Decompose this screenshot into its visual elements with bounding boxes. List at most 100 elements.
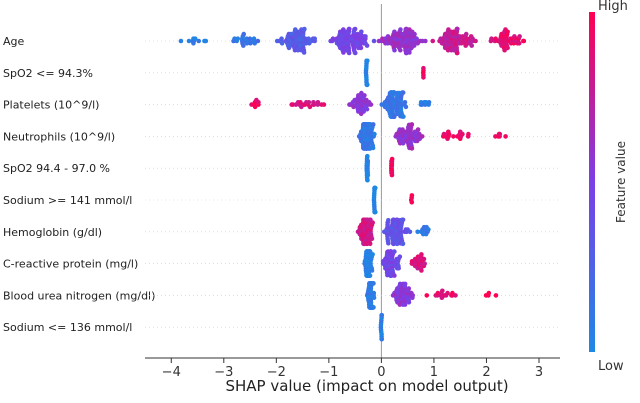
shap-point [307,104,313,110]
shap-point [358,45,364,51]
shap-point [397,254,403,259]
shap-point [370,220,376,225]
shap-point [505,45,510,51]
shap-point [421,256,427,262]
shap-point [365,159,371,164]
shap-point [371,295,377,301]
shap-point [407,229,413,235]
shap-point [391,114,397,119]
shap-point [365,177,370,183]
feature-label: SpO2 94.4 - 97.0 % [3,162,110,175]
shap-point [503,134,508,139]
shap-point [203,38,209,44]
shap-point [386,241,391,246]
feature-label: C-reactive protein (mg/l) [3,258,138,271]
shap-point [451,134,456,139]
shap-point [415,127,421,132]
shap-point [398,27,403,32]
shap-point [398,47,403,53]
shap-point [421,75,426,80]
shap-point [330,36,336,41]
feature-label: Platelets (10^9/l) [3,99,99,112]
shap-point [252,104,258,110]
shap-point [370,122,376,127]
colorbar-title: Feature value [614,141,628,223]
shap-point [403,104,409,110]
shap-point [252,41,258,46]
shap-point [241,31,247,37]
shap-point [489,36,494,41]
shap-point [392,47,397,53]
shap-point [351,104,356,110]
x-tick-label: −3 [214,365,233,380]
shap-point [371,305,376,310]
shap-point [460,131,465,137]
shap-point [409,193,415,198]
shap-point [440,288,445,294]
shap-point [422,261,427,266]
x-tick-label: −4 [162,365,181,380]
x-axis: −4 −3 −2 −1 0 1 2 3 [145,357,560,380]
shap-point [505,29,510,35]
shap-points [145,26,560,342]
shap-point [493,293,499,298]
shap-point [186,38,192,44]
shap-point [400,241,406,247]
shap-point [409,146,415,151]
shap-point [410,293,416,298]
shap-point [301,50,307,55]
shap-point [400,127,405,132]
shap-point [402,100,408,105]
shap-point [251,36,257,41]
colorbar-gradient [589,12,595,352]
shap-point [364,58,370,64]
shap-point [424,293,430,298]
shap-point [379,336,385,342]
shap-point [426,100,432,105]
shap-point [364,106,370,112]
shap-point [235,36,241,41]
shap-point [386,218,391,223]
feature-labels: Age SpO2 <= 94.3% Platelets (10^9/l) Neutro… [3,35,155,334]
shap-point [370,252,375,257]
shap-point [372,131,377,137]
shap-point [361,109,366,114]
shap-point [406,286,412,291]
shap-point [364,43,370,48]
shap-point [445,290,450,296]
shap-point [321,102,327,107]
feature-label: SpO2 <= 94.3% [3,67,93,80]
shap-point [419,134,425,139]
feature-label: Blood urea nitrogen (mg/dl) [3,289,155,302]
shap-point [359,29,364,35]
shap-point [371,38,377,44]
shap-point [379,102,385,107]
shap-point [372,209,378,215]
shap-point [302,26,307,32]
shap-point [402,302,408,307]
shap-point [312,36,318,41]
shap-point [367,241,373,247]
feature-label: Hemoglobin (g/dl) [3,226,102,239]
shap-point [255,38,261,44]
shap-point [412,31,417,37]
shap-point [409,122,415,127]
shap-point [306,100,312,105]
shap-point [521,38,527,44]
shap-point [497,131,503,137]
feature-label: Neutrophils (10^9/l) [3,130,115,143]
shap-point [311,102,317,107]
shap-point [401,114,406,119]
shap-point [419,268,424,273]
colorbar: High Low Feature value [589,0,628,374]
shap-point [196,38,202,44]
shap-point [379,312,385,318]
shap-point [421,65,426,71]
shap-point [362,93,367,98]
shap-point [192,36,198,41]
shap-point [248,41,253,46]
shap-point [414,36,419,41]
shap-point [446,131,452,137]
colorbar-low-label: Low [598,359,624,374]
shap-point [426,227,431,232]
